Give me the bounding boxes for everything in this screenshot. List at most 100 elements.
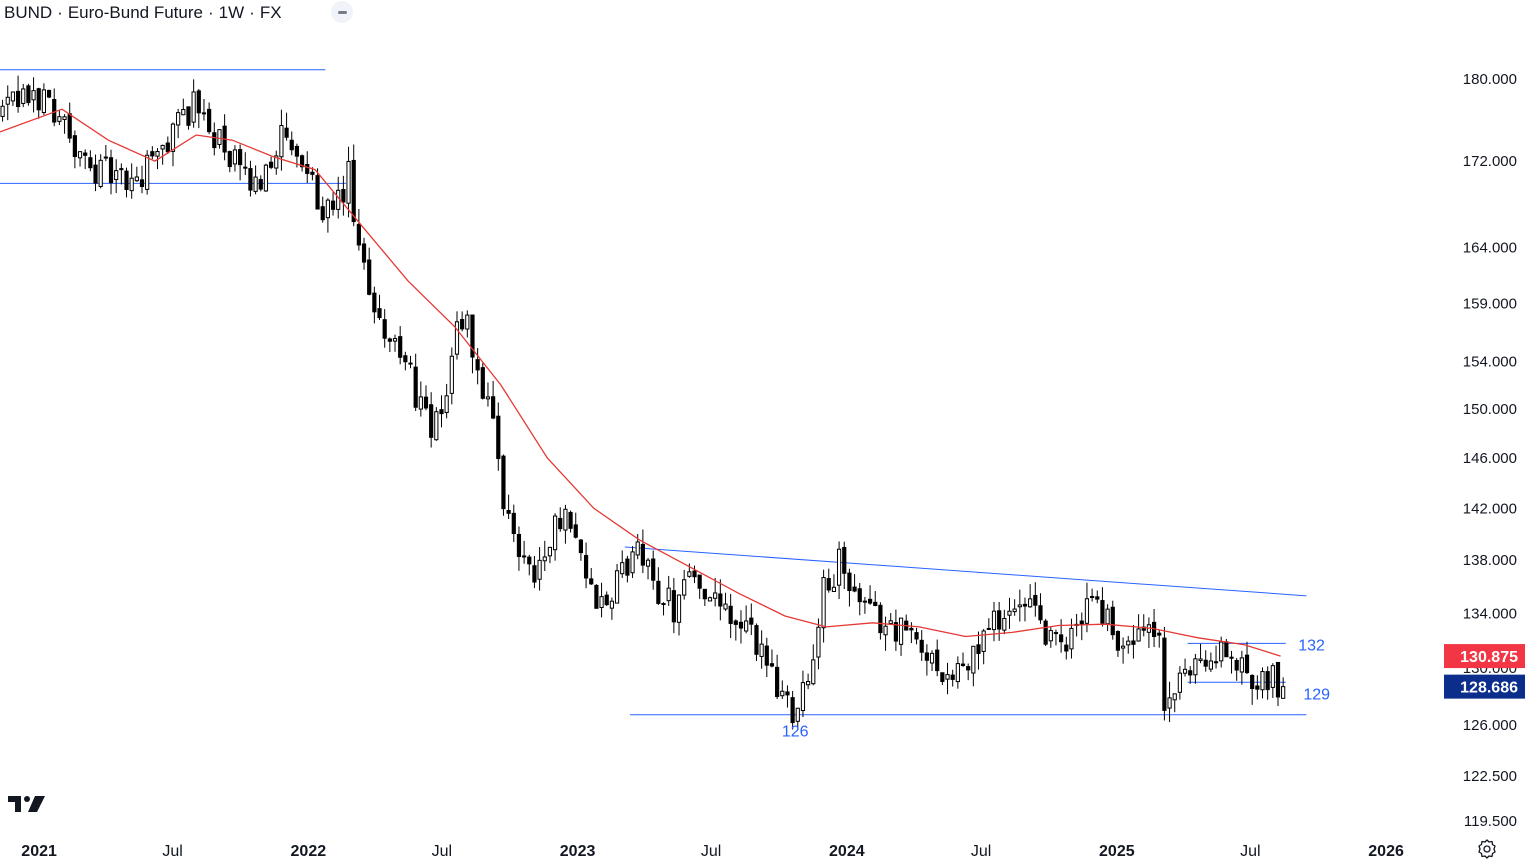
candle bbox=[346, 146, 351, 218]
candle bbox=[108, 149, 114, 195]
candle bbox=[857, 582, 862, 616]
candle-body-down bbox=[749, 617, 754, 625]
candle bbox=[1059, 619, 1064, 653]
candle-body-up bbox=[661, 603, 666, 606]
candle-body-down bbox=[367, 259, 372, 295]
candle-body-down bbox=[775, 666, 780, 698]
candle-body-up bbox=[1182, 668, 1188, 674]
time-tick-label: Jul bbox=[162, 843, 182, 860]
candle bbox=[749, 603, 754, 636]
candle-body-down bbox=[909, 627, 914, 631]
candle bbox=[651, 550, 656, 590]
candle-body-down bbox=[976, 644, 981, 654]
settings-gear-icon[interactable] bbox=[1476, 838, 1498, 860]
candle bbox=[620, 550, 625, 578]
candle-body-up bbox=[955, 663, 960, 683]
candle-body-down bbox=[919, 639, 924, 653]
candle-body-down bbox=[268, 161, 274, 168]
candle-body-down bbox=[583, 555, 589, 579]
legend-collapse-button[interactable] bbox=[331, 1, 353, 23]
candle-body-down bbox=[361, 243, 367, 263]
candle-body-down bbox=[26, 85, 31, 104]
candle bbox=[826, 568, 831, 593]
candle bbox=[299, 154, 305, 172]
candle bbox=[816, 618, 821, 670]
candle-body-down bbox=[351, 159, 356, 223]
candle-body-up bbox=[170, 123, 176, 152]
candle bbox=[1281, 677, 1286, 699]
candle-body-down bbox=[258, 179, 263, 190]
candle bbox=[413, 353, 418, 412]
candle bbox=[997, 601, 1002, 641]
candle bbox=[609, 597, 614, 620]
candle bbox=[759, 630, 764, 669]
candle-body-down bbox=[852, 586, 857, 592]
candle-body-up bbox=[1007, 610, 1012, 616]
candle-body-up bbox=[635, 541, 640, 556]
candle-body-down bbox=[413, 366, 418, 408]
candle-body-up bbox=[707, 597, 713, 602]
candle bbox=[1275, 661, 1281, 707]
separator: · bbox=[57, 3, 63, 22]
candle bbox=[454, 311, 460, 360]
candle-body-up bbox=[160, 144, 165, 150]
candle bbox=[687, 563, 692, 578]
candle bbox=[52, 88, 57, 127]
candle bbox=[176, 108, 181, 139]
candle-body-up bbox=[991, 610, 997, 631]
candle-body-down bbox=[578, 539, 584, 554]
candle bbox=[1028, 584, 1033, 608]
candle bbox=[103, 145, 108, 162]
candle bbox=[423, 385, 429, 411]
candle bbox=[119, 163, 124, 185]
candle bbox=[542, 540, 547, 571]
candle-body-up bbox=[666, 587, 671, 602]
candle-body-up bbox=[1120, 645, 1126, 649]
candle-body-up bbox=[836, 548, 842, 586]
candle-body-down bbox=[398, 336, 403, 358]
candle-body-down bbox=[320, 206, 325, 221]
candle-body-up bbox=[263, 164, 269, 192]
candle-body-down bbox=[1022, 603, 1028, 607]
tradingview-logo-icon[interactable] bbox=[8, 793, 46, 815]
candle bbox=[1270, 663, 1275, 698]
price-tick-label: 150.000 bbox=[1463, 401, 1517, 418]
candle bbox=[1141, 614, 1146, 637]
last-price-badge: 128.686 bbox=[1444, 674, 1525, 699]
candle bbox=[661, 602, 666, 616]
candle bbox=[806, 673, 811, 690]
candle-body-down bbox=[1059, 634, 1064, 643]
candle bbox=[1193, 653, 1198, 684]
time-tick-label: 2026 bbox=[1368, 843, 1404, 860]
price-tick-label: 142.000 bbox=[1463, 500, 1517, 517]
time-axis: 2021 Jul 2022 Jul 2023 Jul 2024 Jul 2025 Jul 2026 bbox=[21, 843, 1404, 860]
candle-body-down bbox=[46, 89, 52, 98]
candle bbox=[10, 91, 16, 107]
candle-body-up bbox=[1105, 608, 1110, 625]
candle-body-down bbox=[377, 308, 382, 319]
candle-body-down bbox=[1255, 685, 1260, 690]
candle-body-down bbox=[310, 171, 315, 175]
candle-body-down bbox=[1110, 606, 1115, 636]
candle-body-up bbox=[10, 91, 16, 102]
candle-body-down bbox=[238, 149, 243, 166]
exchange-label: FX bbox=[259, 3, 282, 22]
candle bbox=[460, 311, 465, 332]
price-tick-label: 159.000 bbox=[1463, 295, 1517, 312]
price-tick-label: 119.500 bbox=[1464, 813, 1517, 830]
candle-body-up bbox=[537, 559, 542, 580]
minus-icon bbox=[337, 10, 347, 14]
candle bbox=[315, 168, 320, 210]
candle-body-up bbox=[981, 630, 986, 652]
candle-body-up bbox=[434, 411, 439, 441]
candle-body-down bbox=[568, 511, 573, 529]
candle bbox=[764, 637, 769, 678]
candle-body-down bbox=[867, 598, 873, 604]
candle bbox=[444, 383, 449, 419]
candle-body-up bbox=[630, 551, 635, 574]
candle-body-down bbox=[139, 179, 145, 188]
candle-body-up bbox=[1229, 656, 1234, 659]
candle-body-down bbox=[496, 415, 501, 460]
candle bbox=[15, 75, 21, 113]
